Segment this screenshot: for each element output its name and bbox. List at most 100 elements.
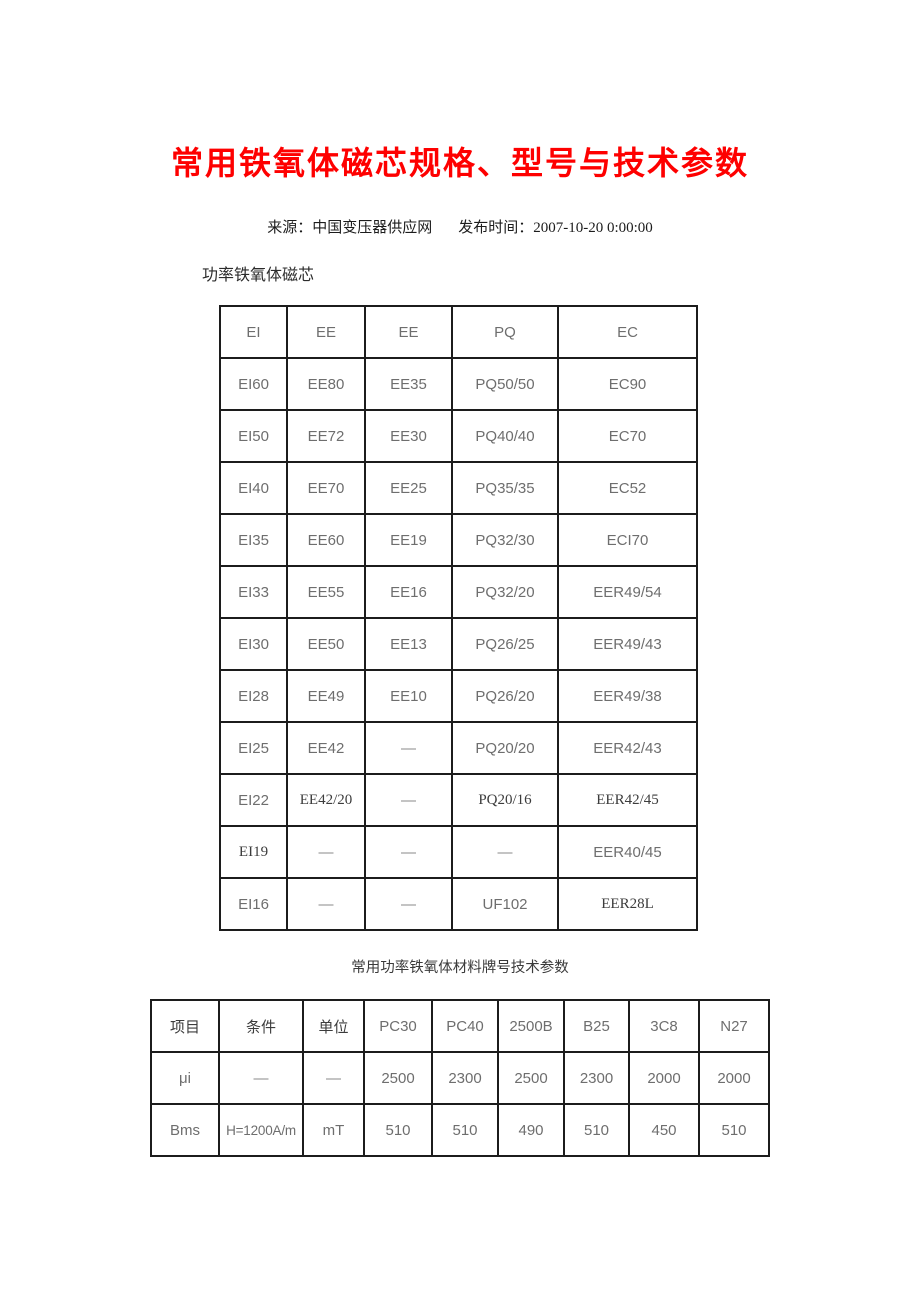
table-cell: EC90 xyxy=(557,357,698,411)
table-cell: EER42/45 xyxy=(557,773,698,827)
table-row: EI25 EE42— PQ20/20 EER42/43 xyxy=(219,721,698,775)
table-cell: PQ32/20 xyxy=(451,565,559,619)
table-cell: EI16 xyxy=(219,877,288,931)
material-params-table: 项目 条件 单位 PC30 PC40 2500B B25 3C8 N27 μi — —2500 2300… xyxy=(150,999,770,1157)
table-cell: — xyxy=(364,825,453,879)
table-row: EI40 EE70 EE25 PQ35/35 EC52 xyxy=(219,461,698,515)
table-cell: EE80 xyxy=(286,357,366,411)
table-cell: EER49/54 xyxy=(557,565,698,619)
table-row: EI28 EE49 EE10 PQ26/20 EER49/38 xyxy=(219,669,698,723)
table-cell: EE50 xyxy=(286,617,366,671)
table-cell: 2000 xyxy=(628,1051,700,1105)
table-cell: — xyxy=(286,825,366,879)
table-header-cell: 3C8 xyxy=(628,999,700,1053)
table-header-row: EI EE EE PQ EC xyxy=(219,305,698,359)
table-header-cell: 项目 xyxy=(150,999,220,1053)
table-cell: 490 xyxy=(497,1103,565,1157)
table-cell: EC70 xyxy=(557,409,698,463)
table-cell: H=1200A/m xyxy=(218,1103,304,1157)
table-cell: 510 xyxy=(431,1103,499,1157)
table-cell: EI30 xyxy=(219,617,288,671)
table-cell: PQ20/20 xyxy=(451,721,559,775)
table-header-cell: 单位 xyxy=(302,999,365,1053)
table-cell: EI50 xyxy=(219,409,288,463)
table-row: EI30 EE50 EE13 PQ26/25 EER49/43 xyxy=(219,617,698,671)
table-header-cell: EC xyxy=(557,305,698,359)
table-cell: EE70 xyxy=(286,461,366,515)
material-table-caption: 常用功率铁氧体材料牌号技术参数 xyxy=(351,960,569,976)
table-cell: EE49 xyxy=(286,669,366,723)
table-cell: EER49/38 xyxy=(557,669,698,723)
table-cell: UF102 xyxy=(451,877,559,931)
table-cell: — xyxy=(364,877,453,931)
table-cell: — xyxy=(218,1051,304,1105)
table-row: EI33 EE55 EE16 PQ32/20 EER49/54 xyxy=(219,565,698,619)
table-cell: EI28 xyxy=(219,669,288,723)
table-cell: EER42/43 xyxy=(557,721,698,775)
table-cell: ECI70 xyxy=(557,513,698,567)
table-cell: EE19 xyxy=(364,513,453,567)
table-row: EI22 EE42/20— PQ20/16 EER42/45 xyxy=(219,773,698,827)
section-heading-power-cores: 功率铁氧体磁芯 xyxy=(202,267,315,284)
table-cell: — xyxy=(364,773,453,827)
table-cell: 450 xyxy=(628,1103,700,1157)
table-cell: EE10 xyxy=(364,669,453,723)
table-cell: 2300 xyxy=(563,1051,630,1105)
table-row: μi — —2500 2300 2500 2300 2000 2000 xyxy=(150,1051,770,1105)
table-cell: 510 xyxy=(698,1103,770,1157)
table-cell: EER40/45 xyxy=(557,825,698,879)
table-header-cell: 2500B xyxy=(497,999,565,1053)
table-cell: — xyxy=(302,1051,365,1105)
table-cell: EE42/20 xyxy=(286,773,366,827)
table-header-cell: PQ xyxy=(451,305,559,359)
table-cell: mT xyxy=(302,1103,365,1157)
table-cell: EE55 xyxy=(286,565,366,619)
table-cell: EI22 xyxy=(219,773,288,827)
table-cell: EE60 xyxy=(286,513,366,567)
table-cell: PQ26/20 xyxy=(451,669,559,723)
table-header-cell: 条件 xyxy=(218,999,304,1053)
page-title: 常用铁氧体磁芯规格、型号与技术参数 xyxy=(170,145,749,181)
table-cell: 510 xyxy=(563,1103,630,1157)
source-text: 来源：中国变压器供应网 xyxy=(267,220,433,236)
table-cell: μi xyxy=(150,1051,220,1105)
table-cell: — xyxy=(451,825,559,879)
core-models-table: EI EE EE PQ EC EI60 EE80 EE35 PQ50/50 EC90 EI50 EE7… xyxy=(219,305,698,931)
table-cell: EER28L xyxy=(557,877,698,931)
table-header-cell: PC40 xyxy=(431,999,499,1053)
table-cell: EE13 xyxy=(364,617,453,671)
table-row: EI19— — — EER40/45 xyxy=(219,825,698,879)
table-cell: PQ20/16 xyxy=(451,773,559,827)
table-cell: 2000 xyxy=(698,1051,770,1105)
table-row: EI50 EE72 EE30 PQ40/40 EC70 xyxy=(219,409,698,463)
table-cell: PQ26/25 xyxy=(451,617,559,671)
table-cell: — xyxy=(364,721,453,775)
table-cell: EI35 xyxy=(219,513,288,567)
table-row: EI35 EE60 EE19 PQ32/30 ECI70 xyxy=(219,513,698,567)
table-cell: EI40 xyxy=(219,461,288,515)
table-header-cell: PC30 xyxy=(363,999,433,1053)
table-cell: 510 xyxy=(363,1103,433,1157)
table-cell: EE25 xyxy=(364,461,453,515)
table-cell: PQ35/35 xyxy=(451,461,559,515)
table-cell: EC52 xyxy=(557,461,698,515)
table-header-row: 项目 条件 单位 PC30 PC40 2500B B25 3C8 N27 xyxy=(150,999,770,1053)
publish-time-text: 发布时间：2007-10-20 0:00:00 xyxy=(458,220,653,236)
table-header-cell: N27 xyxy=(698,999,770,1053)
table-cell: 2500 xyxy=(363,1051,433,1105)
table-row: Bms H=1200A/m mT 510 510 490 510 450 510 xyxy=(150,1103,770,1157)
table-cell: PQ40/40 xyxy=(451,409,559,463)
table-cell: EI25 xyxy=(219,721,288,775)
table-header-cell: EE xyxy=(286,305,366,359)
table-cell: 2300 xyxy=(431,1051,499,1105)
table-cell: EI60 xyxy=(219,357,288,411)
table-cell: PQ32/30 xyxy=(451,513,559,567)
table-cell: EI19 xyxy=(219,825,288,879)
table-cell: EI33 xyxy=(219,565,288,619)
table-row: EI16— — UF102 EER28L xyxy=(219,877,698,931)
table-cell: EE35 xyxy=(364,357,453,411)
table-header-cell: B25 xyxy=(563,999,630,1053)
table-cell: EE72 xyxy=(286,409,366,463)
table-cell: EE16 xyxy=(364,565,453,619)
